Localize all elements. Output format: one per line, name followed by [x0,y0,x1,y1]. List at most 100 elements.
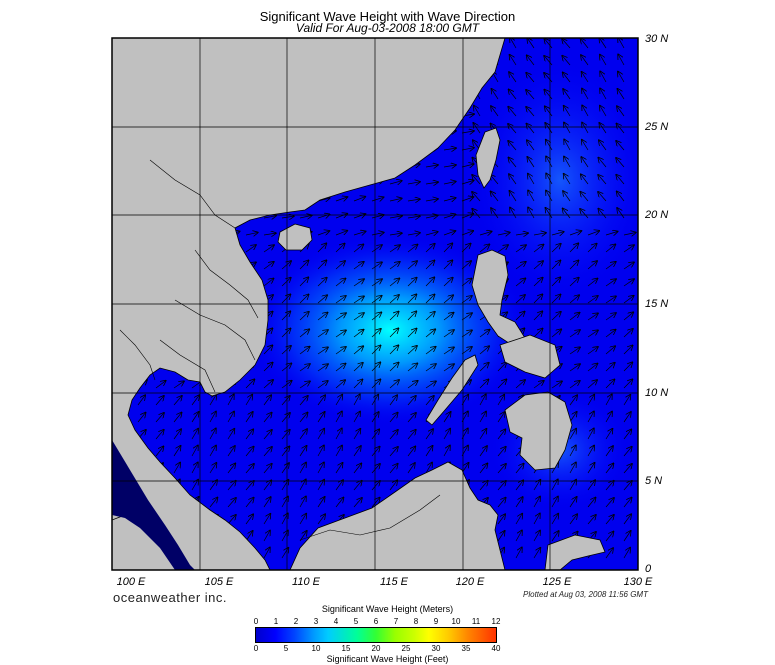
wave-direction-arrow [515,262,526,270]
wave-direction-arrow [582,89,589,100]
wave-direction-arrow [353,197,365,202]
wave-direction-arrow [263,262,274,270]
wave-direction-arrow [281,413,290,423]
wave-direction-arrow [155,430,164,440]
wave-direction-arrow [623,498,632,508]
wave-direction-arrow [551,244,561,253]
wave-direction-arrow [263,548,270,559]
wave-direction-arrow [509,90,517,100]
wave-direction-arrow [281,447,289,457]
wave-direction-arrow [510,191,517,202]
wave-direction-arrow [443,364,454,372]
wave-direction-arrow [443,313,454,321]
wave-direction-arrow [155,396,164,406]
wave-direction-arrow [544,56,553,66]
lon-label-125e: 125 E [542,576,572,588]
wave-direction-arrow [598,192,607,202]
wave-direction-arrow [173,381,184,389]
wave-direction-arrow [599,123,607,134]
wave-direction-arrow [515,312,525,321]
wave-direction-arrow [551,381,562,389]
wave-direction-arrow [497,531,505,542]
wave-direction-arrow [389,312,399,321]
wave-direction-arrow [443,148,456,150]
wave-direction-arrow [191,429,198,440]
colorbar-feet-tick: 5 [283,644,289,653]
wave-direction-arrow [155,381,166,389]
wave-direction-arrow [605,498,614,508]
colorbar-title-feet: Significant Wave Height (Feet) [326,654,449,664]
wave-direction-arrow [371,498,380,508]
wave-direction-arrow [353,313,364,321]
wave-direction-arrow [263,430,272,440]
wave-direction-arrow [461,279,471,287]
wave-direction-arrow [461,181,474,185]
wave-direction-arrow [623,548,630,559]
wave-direction-arrow [425,329,435,338]
wave-direction-arrow [616,175,625,185]
wave-direction-arrow [371,312,381,321]
wave-direction-arrow [587,313,598,321]
wave-direction-arrow [371,233,384,236]
wave-direction-arrow [497,233,510,236]
wave-direction-arrow [510,208,517,219]
wave-direction-arrow [526,107,535,117]
wave-direction-arrow [317,295,327,304]
wave-direction-arrow [353,412,360,423]
wave-direction-arrow [425,347,436,355]
wave-direction-arrow [407,182,420,184]
wave-direction-arrow [263,363,273,372]
wave-direction-arrow [587,429,594,440]
wave-direction-arrow [605,412,612,423]
wave-direction-arrow [569,278,579,287]
wave-direction-arrow [605,330,616,338]
wave-direction-arrow [551,514,558,525]
wave-direction-arrow [407,363,417,372]
wave-direction-arrow [587,244,597,253]
wave-direction-arrow [389,395,397,406]
wave-direction-arrow [173,463,180,474]
wave-direction-arrow [515,245,526,253]
wave-direction-arrow [263,497,271,508]
wave-direction-arrow [443,182,456,185]
wave-direction-arrow [551,329,561,338]
wave-direction-arrow [299,463,306,474]
wave-direction-arrow [461,313,472,321]
wave-direction-arrow [371,362,380,372]
wave-direction-arrow [569,330,580,338]
wave-direction-arrow [137,413,146,423]
colorbar-meter-tick: 2 [293,617,299,626]
wave-direction-arrow [587,330,598,338]
wave-direction-arrow [443,260,452,270]
hainan-land [277,223,313,251]
wave-direction-arrow [335,412,342,423]
wave-direction-arrow [461,261,471,270]
wave-direction-arrow [245,514,253,525]
wave-direction-arrow [569,395,577,406]
wave-direction-arrow [581,39,589,49]
wave-direction-arrow [443,295,453,304]
wave-direction-arrow [533,261,543,270]
lat-label-25n: 25 N [645,121,669,133]
colorbar-meter-tick: 7 [393,617,399,626]
wave-direction-arrow [299,497,306,508]
wave-direction-arrow [209,412,216,423]
wave-direction-arrow [281,311,290,321]
wave-direction-arrow [617,192,625,202]
wave-direction-arrow [623,395,630,406]
wave-direction-arrow [407,216,420,218]
wave-direction-arrow [479,481,488,491]
wave-direction-arrow [623,379,632,389]
wave-direction-arrow [299,514,306,525]
visayas-land [499,334,561,379]
wave-direction-arrow [515,279,525,287]
wave-direction-arrow [425,295,435,304]
wave-direction-arrow [281,329,291,338]
wave-direction-arrow [605,244,615,253]
wave-direction-arrow [617,106,625,117]
colorbar-feet-tick: 40 [491,644,501,653]
wave-direction-arrow [527,124,535,134]
wave-direction-arrow [581,55,589,66]
wave-direction-arrow [371,262,382,270]
wave-direction-arrow [563,191,571,202]
